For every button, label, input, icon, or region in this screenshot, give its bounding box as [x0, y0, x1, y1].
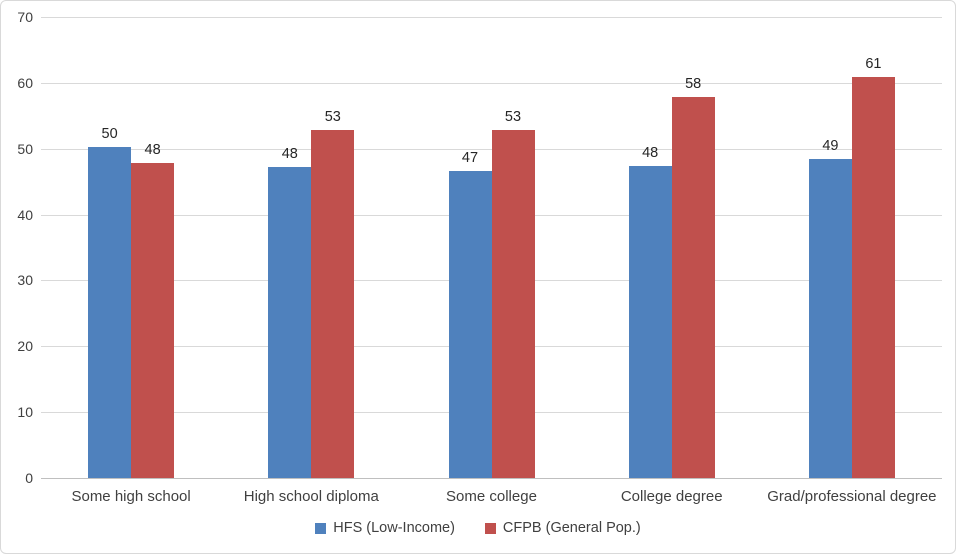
y-axis-tick-60: 60	[17, 75, 33, 91]
bar-cfpb-5	[851, 76, 895, 478]
y-axis-tick-0: 0	[25, 470, 33, 486]
legend-swatch-blue	[315, 523, 327, 534]
data-label-cfpb-4: 58	[685, 75, 702, 92]
bar-cfpb-2	[311, 130, 355, 478]
category-label-3: Some college	[446, 488, 537, 505]
data-label-hfs-4: 48	[642, 144, 659, 161]
y-axis-tick-40: 40	[17, 207, 33, 223]
category-label-1: Some high school	[71, 488, 191, 505]
y-axis-tick-70: 70	[17, 9, 33, 25]
data-label-hfs-3: 47	[461, 150, 479, 167]
legend: HFS (Low-Income) CFPB (General Pop.)	[1, 520, 955, 536]
y-axis-tick-50: 50	[17, 141, 33, 157]
x-axis-line	[41, 478, 942, 479]
bar-hfs-3	[448, 171, 492, 478]
data-label-cfpb-5: 61	[865, 55, 882, 72]
bar-hfs-5	[808, 159, 852, 478]
y-axis-tick-10: 10	[17, 404, 33, 420]
bar-hfs-1	[88, 147, 132, 478]
legend-item-cfpb: CFPB (General Pop.)	[484, 520, 641, 536]
gridline-70	[41, 17, 942, 18]
category-label-2: High school diploma	[243, 488, 379, 505]
legend-label-cfpb: CFPB (General Pop.)	[502, 520, 641, 536]
y-axis-tick-30: 30	[17, 272, 33, 288]
legend-label-hfs: HFS (Low-Income)	[333, 520, 455, 536]
bar-cfpb-4	[671, 96, 715, 478]
data-label-hfs-5: 49	[822, 138, 839, 155]
bar-hfs-2	[268, 166, 312, 478]
data-label-hfs-1: 50	[101, 126, 118, 143]
bar-hfs-4	[628, 165, 672, 478]
gridline-60	[41, 83, 942, 84]
bar-cfpb-1	[131, 162, 175, 478]
y-axis-tick-20: 20	[17, 338, 33, 354]
data-label-cfpb-2: 53	[324, 109, 341, 126]
legend-item-hfs: HFS (Low-Income)	[315, 520, 455, 536]
category-label-5: Grad/professional degree	[767, 488, 937, 505]
legend-swatch-red	[484, 523, 496, 534]
bar-cfpb-3	[491, 130, 535, 478]
category-label-4: College degree	[620, 488, 723, 505]
data-label-hfs-2: 48	[281, 145, 298, 162]
data-label-cfpb-3: 53	[504, 109, 522, 126]
data-label-cfpb-1: 48	[144, 141, 161, 158]
